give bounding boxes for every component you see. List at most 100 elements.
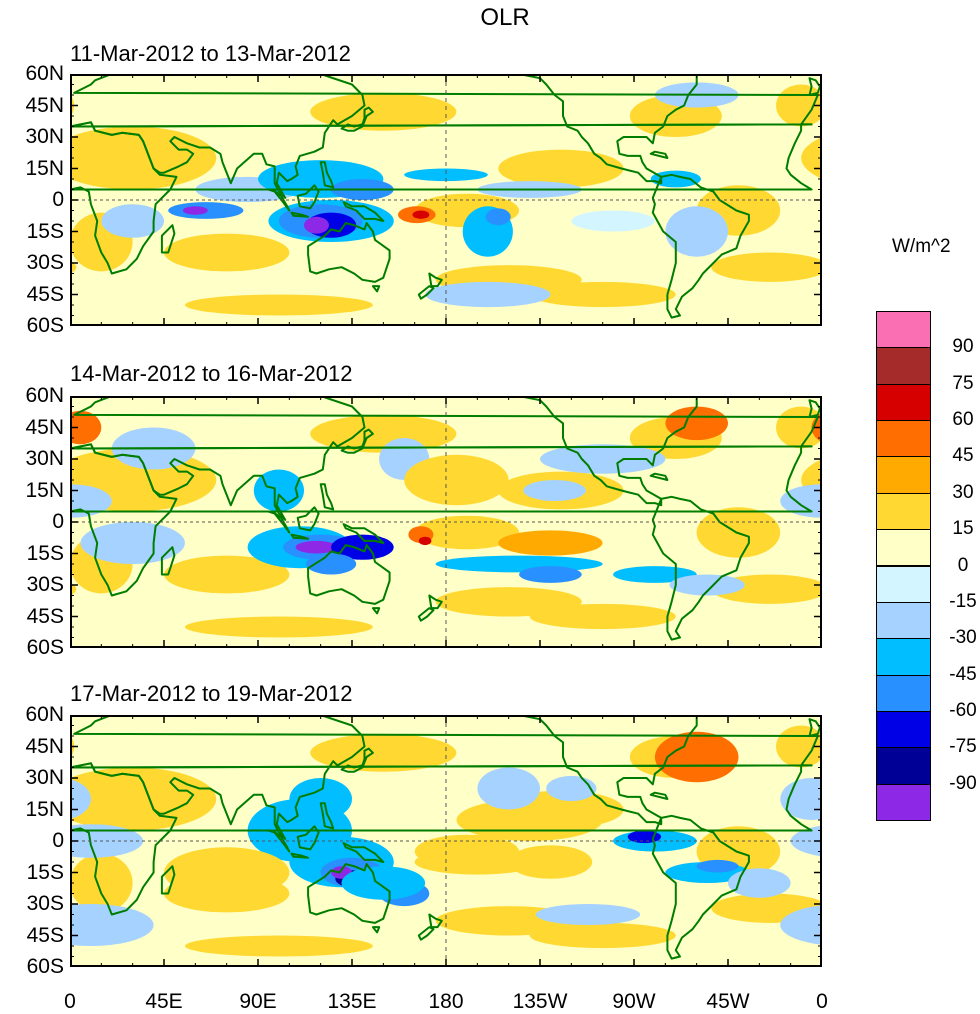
coastline [428, 913, 443, 929]
olr-anomaly-region [477, 767, 540, 810]
coastline [70, 74, 819, 199]
colorbar-swatch [876, 783, 931, 821]
olr-anomaly-region [289, 778, 352, 820]
olr-anomaly-region [101, 204, 164, 238]
coastline [307, 544, 391, 605]
lon-label: 180 [428, 990, 464, 1013]
coastline [371, 285, 381, 293]
colorbar-swatch [876, 674, 931, 712]
coastline [649, 791, 669, 800]
lat-label: 60S [26, 314, 64, 337]
coastline [319, 483, 335, 511]
colorbar-label: -45 [949, 663, 977, 685]
olr-anomaly-region [523, 480, 586, 501]
lat-label: 15N [25, 797, 64, 821]
olr-anomaly-region [70, 126, 217, 190]
panel-title-2: 14-Mar-2012 to 16-Mar-2012 [70, 361, 353, 386]
lat-label: 45S [26, 604, 64, 628]
colorbar-swatch [876, 492, 931, 531]
olr-anomaly-map-3 [70, 715, 822, 967]
olr-anomaly-map-2 [70, 396, 822, 648]
panel-title-3: 17-Mar-2012 to 19-Mar-2012 [70, 681, 353, 706]
colorbar-label: 90 [952, 336, 974, 358]
colorbar-swatch [876, 601, 931, 640]
olr-anomaly-region [498, 530, 603, 556]
coastline [160, 224, 176, 254]
olr-anomaly-region [665, 206, 728, 257]
olr-anomaly-region [435, 555, 603, 573]
olr-anomaly-region [304, 216, 329, 234]
olr-anomaly-region [535, 904, 641, 925]
colorbar-swatch [876, 747, 931, 785]
coastline [319, 161, 335, 189]
lon-label: 0 [64, 990, 76, 1013]
colorbar-label: -75 [949, 736, 977, 758]
olr-anomaly-region [529, 922, 676, 949]
lat-label: 30N [25, 766, 64, 789]
coastline [417, 607, 435, 622]
olr-anomaly-region [669, 574, 745, 596]
lat-label: 60S [26, 955, 64, 978]
coastline [290, 852, 310, 859]
olr-anomaly-region [310, 733, 457, 772]
olr-anomaly-region [341, 866, 426, 900]
colorbar-label: -90 [949, 772, 977, 794]
coastline [70, 121, 813, 275]
olr-anomaly-region [529, 603, 676, 630]
lat-label: 0 [52, 510, 64, 533]
coastline [70, 762, 813, 916]
colorbar-label: -30 [949, 627, 977, 649]
colorbar-units: W/m^2 [892, 236, 951, 257]
colorbar-label: 45 [952, 445, 974, 467]
colorbar-swatch [876, 311, 931, 349]
coastline [267, 829, 291, 853]
olr-anomaly-region [418, 536, 432, 546]
colorbar-label: 0 [957, 554, 969, 576]
coastline [651, 495, 750, 641]
lat-label: 15S [26, 219, 64, 243]
coastline [342, 523, 385, 544]
lat-label: 60N [25, 62, 64, 85]
olr-anomaly-region [780, 778, 822, 820]
coastline [651, 814, 750, 960]
olr-anomaly-region [182, 206, 208, 215]
coastline [267, 510, 291, 534]
olr-anomaly-region [711, 252, 822, 282]
olr-anomaly-region [310, 92, 457, 131]
olr-anomaly-region [70, 410, 102, 445]
lon-label: 0 [816, 990, 828, 1013]
lat-label: 15N [25, 156, 64, 180]
olr-anomaly-region [70, 767, 217, 831]
coastline [340, 428, 374, 454]
coastline [290, 533, 310, 540]
lon-label: 45W [706, 990, 750, 1013]
lat-label: 60N [25, 703, 64, 726]
coastline [160, 546, 176, 576]
olr-anomaly-region [164, 233, 290, 272]
lat-label: 30S [26, 892, 64, 915]
olr-anomaly-region [485, 208, 511, 226]
lon-label: 45E [145, 990, 183, 1013]
olr-anomaly-region [456, 799, 603, 841]
coastline [371, 926, 381, 934]
coastline [651, 173, 750, 319]
lat-label: 45N [25, 415, 64, 439]
olr-anomaly-region [184, 935, 373, 957]
lat-label: 0 [52, 188, 64, 211]
colorbar-swatch [876, 347, 931, 385]
olr-anomaly-region [519, 566, 582, 583]
map-frame [70, 396, 822, 648]
map-frame [70, 715, 822, 967]
lat-label: 30S [26, 251, 64, 274]
coastline [296, 184, 320, 210]
olr-anomaly-region [650, 170, 701, 188]
olr-anomaly-map-1 [70, 74, 822, 326]
olr-anomaly-region [295, 540, 338, 554]
lon-label: 135E [327, 990, 377, 1013]
olr-anomaly-region [80, 522, 185, 564]
colorbar-swatch [876, 710, 931, 749]
colorbar-swatch [876, 529, 931, 567]
figure-title: OLR [480, 4, 530, 31]
colorbar-label: -15 [949, 590, 977, 612]
coastline [290, 211, 310, 218]
